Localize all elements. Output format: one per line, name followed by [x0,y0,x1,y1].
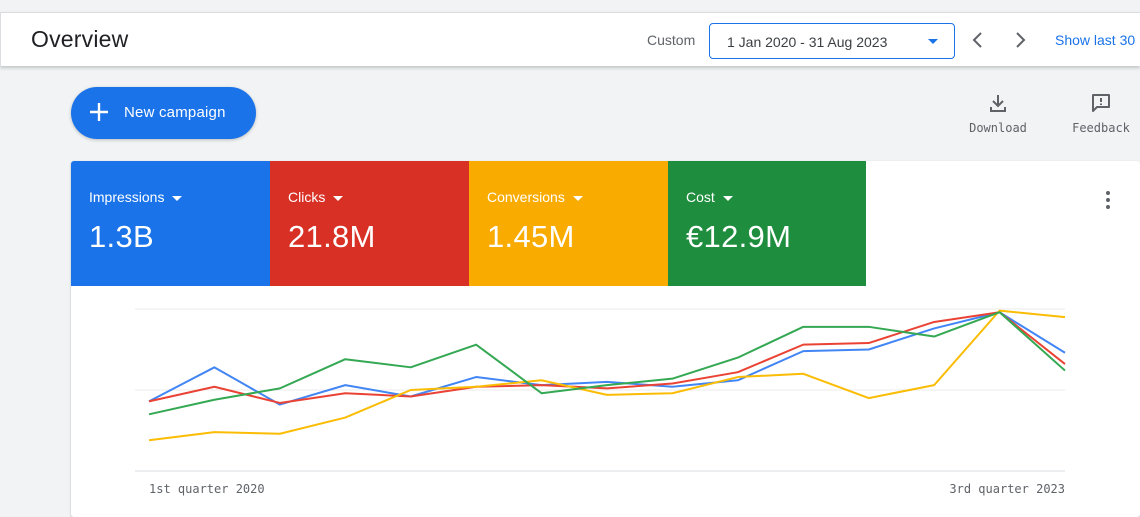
dropdown-caret-icon [572,195,583,201]
metric-name: Cost [686,189,733,205]
dropdown-caret-icon [172,195,183,201]
plus-icon [90,103,108,121]
date-range-value: 1 Jan 2020 - 31 Aug 2023 [727,34,888,50]
download-button[interactable]: Download [962,92,1034,140]
performance-card: Impressions 1.3B Clicks 21.8M Conversion… [71,161,1140,517]
feedback-icon [1092,94,1110,112]
metric-value: 21.8M [288,219,376,254]
x-tick-label: 1st quarter 2020 [149,482,265,496]
x-tick-label: 3rd quarter 2023 [949,482,1065,496]
series-line-3 [148,311,1066,416]
more-vert-icon [1106,191,1110,209]
new-campaign-label: New campaign [124,104,226,121]
metric-name: Impressions [89,189,183,205]
feedback-button[interactable]: Feedback [1065,92,1137,140]
date-range-select[interactable]: 1 Jan 2020 - 31 Aug 2023 [709,23,955,59]
performance-line-chart: 1st quarter 2020 3rd quarter 2023 [135,308,1066,496]
metric-name: Clicks [288,189,344,205]
date-range-type-label: Custom [647,32,696,48]
top-bar: Overview Custom 1 Jan 2020 - 31 Aug 2023… [0,12,1140,66]
metric-value: 1.3B [89,219,154,254]
metric-clicks[interactable]: Clicks 21.8M [270,161,469,286]
series-line-1 [148,311,1066,404]
next-period-button[interactable] [1005,25,1035,55]
series-line-0 [148,311,1066,406]
show-last-link[interactable]: Show last 30 [1055,32,1136,48]
metric-value: €12.9M [686,219,792,254]
metric-conversions[interactable]: Conversions 1.45M [469,161,668,286]
previous-period-button[interactable] [963,25,993,55]
chevron-right-icon [1016,32,1026,48]
download-label: Download [969,121,1027,135]
metric-name: Conversions [487,189,583,205]
feedback-label: Feedback [1072,121,1130,135]
dropdown-caret-icon [333,195,344,201]
chevron-left-icon [972,32,982,48]
download-icon [990,95,1006,112]
dropdown-caret-icon [722,195,733,201]
metric-impressions[interactable]: Impressions 1.3B [71,161,270,286]
new-campaign-button[interactable]: New campaign [71,87,256,139]
page-title: Overview [31,26,129,52]
dropdown-caret-icon [928,39,938,44]
metric-cost[interactable]: Cost €12.9M [668,161,866,286]
metric-value: 1.45M [487,219,575,254]
more-options-button[interactable] [1097,187,1119,213]
series-line-2 [148,309,1066,442]
